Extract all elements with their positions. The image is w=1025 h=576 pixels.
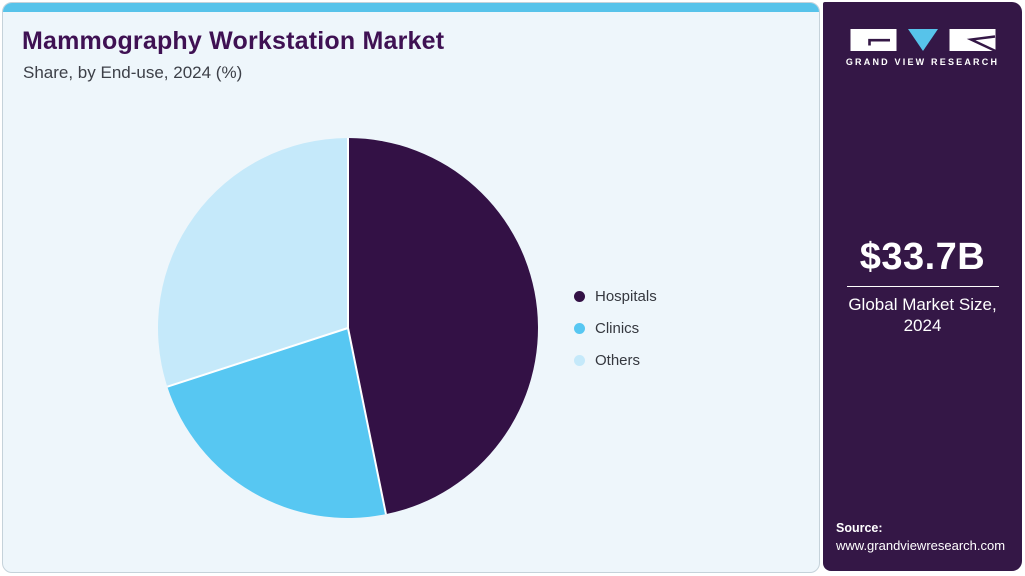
- chart-legend: Hospitals Clinics Others: [574, 287, 657, 383]
- pie-chart-svg: [157, 138, 539, 518]
- pie-slice-clinics: [167, 328, 386, 518]
- source-label: Source:: [836, 521, 883, 535]
- market-size-divider: [846, 286, 999, 287]
- legend-item-clinics: Clinics: [574, 319, 657, 337]
- pie-slice-hospitals: [348, 138, 539, 515]
- chart-card: Mammography Workstation Market Share, by…: [2, 2, 820, 573]
- market-size-value: $33.7B: [859, 236, 986, 278]
- legend-label-hospitals: Hospitals: [595, 287, 657, 305]
- top-accent-bar: [3, 3, 819, 12]
- pie-slice-others: [157, 138, 348, 387]
- market-size-caption: Global Market Size, 2024: [823, 294, 1022, 337]
- brand-sidebar: GRAND VIEW RESEARCH $33.7B Global Market…: [823, 2, 1022, 571]
- market-size-caption-line2: 2024: [903, 316, 942, 336]
- legend-label-others: Others: [595, 351, 641, 369]
- pie-slice-separator: [166, 327, 349, 388]
- logo-r-mark: [966, 35, 996, 52]
- page-subtitle: Share, by End-use, 2024 (%): [23, 63, 243, 82]
- logo-v-triangle: [907, 29, 938, 51]
- legend-dot-hospitals: [574, 290, 585, 302]
- legend-item-others: Others: [574, 351, 657, 369]
- logo-g-mark: [867, 38, 890, 46]
- gvr-logo: GRAND VIEW RESEARCH: [823, 28, 1022, 67]
- legend-item-hospitals: Hospitals: [574, 287, 657, 305]
- market-size-block: $33.7B Global Market Size, 2024: [823, 236, 1022, 337]
- page-title: Mammography Workstation Market: [22, 27, 445, 55]
- logo-wordmark: GRAND VIEW RESEARCH: [845, 57, 1000, 67]
- legend-dot-clinics: [574, 322, 585, 334]
- market-size-caption-line1: Global Market Size,: [848, 295, 997, 314]
- pie-chart: [156, 136, 540, 520]
- legend-dot-others: [574, 354, 585, 366]
- legend-label-clinics: Clinics: [595, 319, 640, 337]
- source-url: www.grandviewresearch.com: [836, 538, 1006, 553]
- gvr-logo-icon: [850, 29, 996, 52]
- source-block: Source: www.grandviewresearch.com: [836, 521, 1005, 553]
- pie-slice-separator: [347, 327, 387, 515]
